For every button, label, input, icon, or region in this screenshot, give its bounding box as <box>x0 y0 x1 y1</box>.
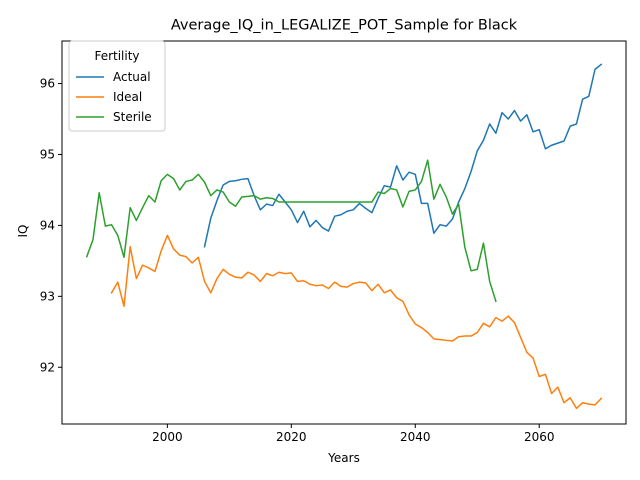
x-tick-label: 2000 <box>152 430 183 444</box>
legend-frame <box>68 40 166 132</box>
legend-label-actual: Actual <box>113 70 151 84</box>
y-tick-label: 95 <box>40 147 55 161</box>
plot-frame <box>61 40 627 425</box>
y-tick-label: 94 <box>40 218 55 232</box>
plot-area <box>61 40 627 425</box>
chart-title: Average_IQ_in_LEGALIZE_POT_Sample for Bl… <box>171 18 518 34</box>
series-line-ideal <box>110 234 603 410</box>
legend-title: Fertility <box>94 49 139 63</box>
series-line-sterile <box>85 159 497 303</box>
x-tick-label: 2060 <box>524 430 555 444</box>
x-axis-label: Years <box>327 451 360 465</box>
y-tick-label: 93 <box>40 289 55 303</box>
series-line-actual <box>203 63 603 248</box>
legend-label-ideal: Ideal <box>113 90 142 104</box>
x-tick-label: 2020 <box>276 430 307 444</box>
y-axis-label: IQ <box>16 225 30 238</box>
x-axis: 2000 2020 2040 2060 <box>152 424 555 444</box>
legend: Fertility Actual Ideal Sterile <box>68 40 166 132</box>
series-lines <box>85 63 603 410</box>
legend-label-sterile: Sterile <box>113 110 152 124</box>
y-tick-label: 92 <box>40 360 55 374</box>
y-tick-label: 96 <box>40 77 55 91</box>
y-axis: 92 93 94 95 96 <box>40 77 62 374</box>
x-tick-label: 2040 <box>400 430 431 444</box>
